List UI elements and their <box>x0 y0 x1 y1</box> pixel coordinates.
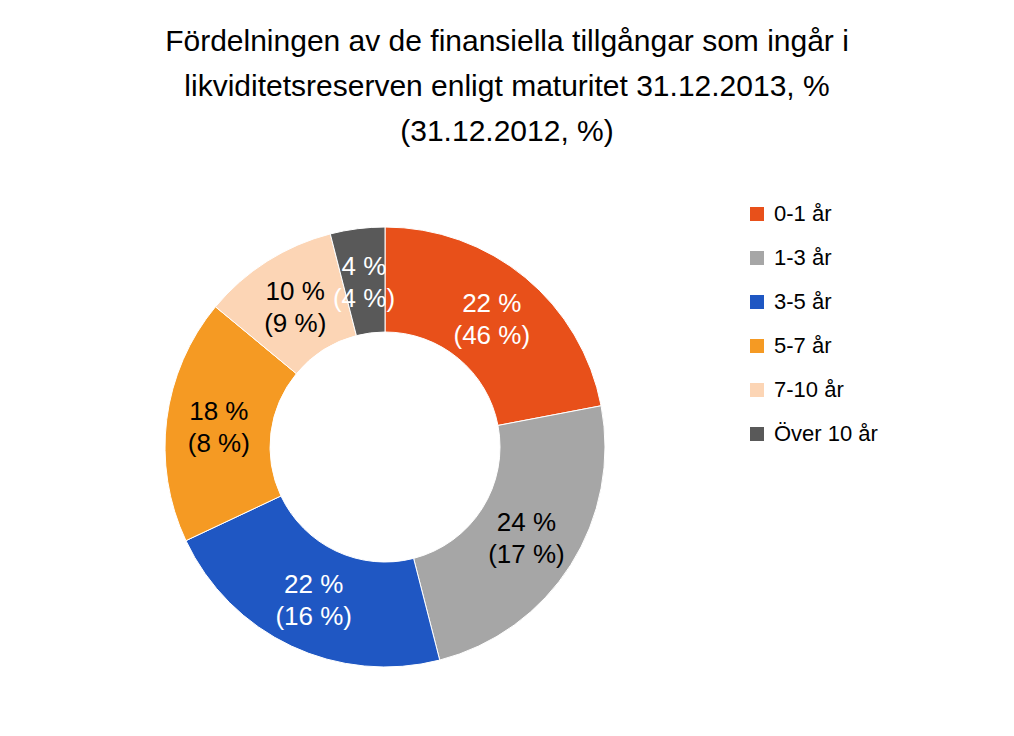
html-text:0-1 år: 0-1 år <box>774 201 832 226</box>
html-text:7-10 år: 7-10 år <box>774 377 844 402</box>
svg-text:18 %(8 %): 18 %(8 %) <box>188 396 250 458</box>
html-text:3-5 år: 3-5 år <box>774 289 832 314</box>
html-text:5-7 år: 5-7 år <box>774 333 832 358</box>
svg-text:4 %(4 %): 4 %(4 %) <box>333 251 395 313</box>
svg-text:24 %(17 %): 24 %(17 %) <box>488 507 565 569</box>
html-text:Över 10 år: Över 10 år <box>774 421 878 446</box>
svg-text:22 %(46 %): 22 %(46 %) <box>453 288 530 350</box>
svg-text:22 %(16 %): 22 %(16 %) <box>275 569 352 631</box>
html-text:Fördelningen av de finansiella: Fördelningen av de finansiella tillgånga… <box>165 24 849 147</box>
html-text:1-3 år: 1-3 år <box>774 245 832 270</box>
svg-text:10 %(9 %): 10 %(9 %) <box>264 276 326 338</box>
